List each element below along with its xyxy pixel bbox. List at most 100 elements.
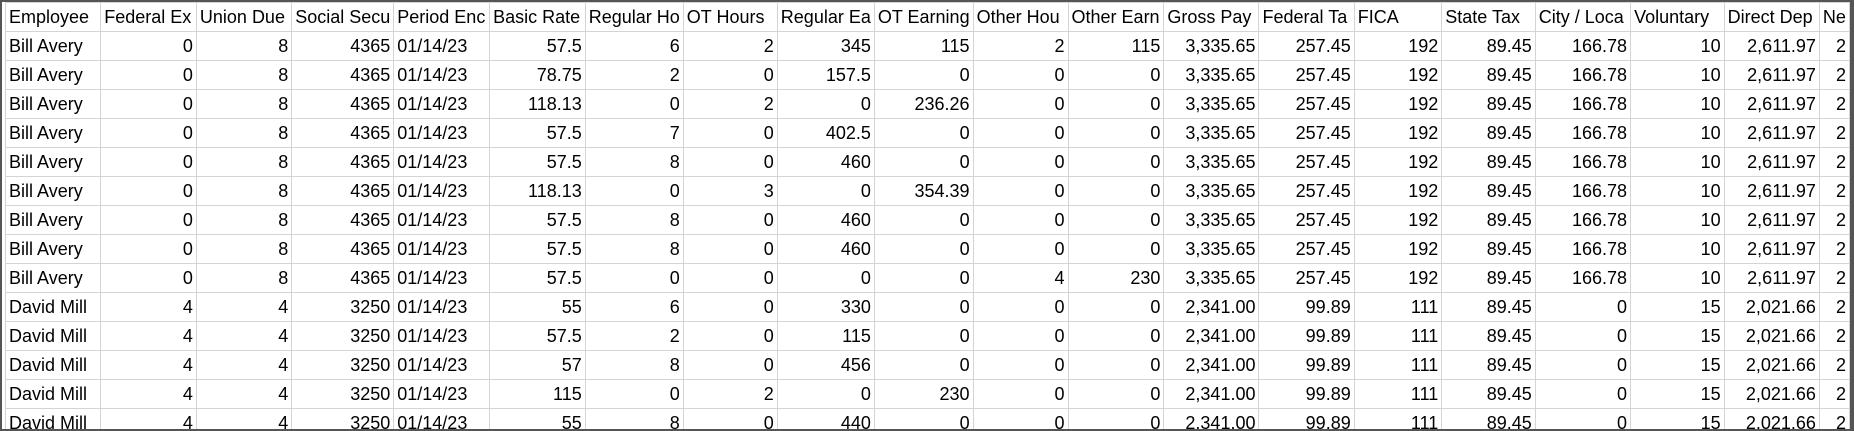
cell[interactable]: 2 bbox=[1818, 89, 1850, 119]
cell[interactable]: 01/14/23 bbox=[393, 263, 491, 293]
cell[interactable]: 89.45 bbox=[1441, 350, 1536, 380]
cell[interactable]: 2 bbox=[1818, 263, 1850, 293]
cell[interactable]: 0 bbox=[100, 263, 197, 293]
cell[interactable]: 8 bbox=[195, 176, 293, 206]
cell[interactable]: David Mill bbox=[4, 292, 102, 322]
cell[interactable]: 2,341.00 bbox=[1163, 321, 1260, 351]
cell[interactable]: 0 bbox=[972, 408, 1069, 429]
cell[interactable]: 89.45 bbox=[1441, 31, 1536, 61]
cell[interactable]: Bill Avery bbox=[4, 60, 102, 90]
cell[interactable]: Bill Avery bbox=[4, 205, 102, 235]
cell[interactable]: 2,021.66 bbox=[1723, 321, 1820, 351]
cell[interactable]: 0 bbox=[873, 118, 974, 148]
cell[interactable]: 4 bbox=[100, 321, 197, 351]
header-cell[interactable]: Regular Ea bbox=[776, 2, 875, 32]
cell[interactable]: 354.39 bbox=[873, 176, 974, 206]
header-cell[interactable]: Ne bbox=[1818, 2, 1850, 32]
cell[interactable]: 257.45 bbox=[1258, 118, 1355, 148]
cell[interactable]: 0 bbox=[972, 60, 1069, 90]
cell[interactable]: 89.45 bbox=[1441, 60, 1536, 90]
cell[interactable]: 0 bbox=[682, 60, 778, 90]
cell[interactable]: 4 bbox=[972, 263, 1069, 293]
cell[interactable]: 440 bbox=[776, 408, 875, 429]
cell[interactable]: 0 bbox=[584, 263, 684, 293]
cell[interactable]: 10 bbox=[1630, 31, 1725, 61]
cell[interactable]: 0 bbox=[100, 205, 197, 235]
cell[interactable]: 0 bbox=[1534, 350, 1632, 380]
cell[interactable]: 3,335.65 bbox=[1163, 89, 1260, 119]
cell[interactable]: 0 bbox=[1067, 379, 1165, 409]
cell[interactable]: 8 bbox=[584, 234, 684, 264]
cell[interactable]: 57 bbox=[489, 350, 586, 380]
cell[interactable]: 10 bbox=[1630, 176, 1725, 206]
cell[interactable]: 4 bbox=[195, 379, 293, 409]
cell[interactable]: Bill Avery bbox=[4, 89, 102, 119]
cell[interactable]: 0 bbox=[682, 118, 778, 148]
cell[interactable]: 15 bbox=[1630, 350, 1725, 380]
cell[interactable]: 0 bbox=[972, 292, 1069, 322]
cell[interactable]: 01/14/23 bbox=[393, 89, 491, 119]
cell[interactable]: 89.45 bbox=[1441, 321, 1536, 351]
cell[interactable]: 2,021.66 bbox=[1723, 408, 1820, 429]
cell[interactable]: 192 bbox=[1353, 118, 1443, 148]
cell[interactable]: 192 bbox=[1353, 89, 1443, 119]
cell[interactable]: David Mill bbox=[4, 350, 102, 380]
header-cell[interactable]: Other Hou bbox=[972, 2, 1069, 32]
cell[interactable]: 89.45 bbox=[1441, 263, 1536, 293]
cell[interactable]: 4 bbox=[100, 350, 197, 380]
cell[interactable]: 2 bbox=[1818, 321, 1850, 351]
cell[interactable]: 57.5 bbox=[489, 205, 586, 235]
cell[interactable]: 8 bbox=[195, 263, 293, 293]
cell[interactable]: 2 bbox=[1818, 350, 1850, 380]
cell[interactable]: 7 bbox=[584, 118, 684, 148]
cell[interactable]: 01/14/23 bbox=[393, 31, 491, 61]
cell[interactable]: 0 bbox=[1067, 60, 1165, 90]
cell[interactable]: 2 bbox=[1818, 176, 1850, 206]
cell[interactable]: 3250 bbox=[291, 379, 395, 409]
cell[interactable]: 6 bbox=[584, 31, 684, 61]
cell[interactable]: 115 bbox=[1067, 31, 1165, 61]
cell[interactable]: 230 bbox=[1067, 263, 1165, 293]
cell[interactable]: 2 bbox=[1818, 118, 1850, 148]
cell[interactable]: 0 bbox=[972, 321, 1069, 351]
cell[interactable]: David Mill bbox=[4, 379, 102, 409]
cell[interactable]: 15 bbox=[1630, 379, 1725, 409]
cell[interactable]: 0 bbox=[873, 60, 974, 90]
cell[interactable]: 111 bbox=[1353, 321, 1443, 351]
cell[interactable]: 2 bbox=[1818, 234, 1850, 264]
cell[interactable]: 4 bbox=[195, 321, 293, 351]
cell[interactable]: 2,021.66 bbox=[1723, 379, 1820, 409]
cell[interactable]: 111 bbox=[1353, 350, 1443, 380]
header-cell[interactable]: FICA bbox=[1353, 2, 1443, 32]
cell[interactable]: 2,611.97 bbox=[1723, 234, 1820, 264]
cell[interactable]: 460 bbox=[776, 147, 875, 177]
cell[interactable]: 99.89 bbox=[1258, 350, 1355, 380]
cell[interactable]: Bill Avery bbox=[4, 234, 102, 264]
cell[interactable]: 99.89 bbox=[1258, 292, 1355, 322]
cell[interactable]: 2,611.97 bbox=[1723, 205, 1820, 235]
header-cell[interactable]: Voluntary bbox=[1630, 2, 1725, 32]
cell[interactable]: 0 bbox=[1067, 408, 1165, 429]
cell[interactable]: 15 bbox=[1630, 292, 1725, 322]
cell[interactable]: 166.78 bbox=[1534, 176, 1632, 206]
header-cell[interactable]: Direct Dep bbox=[1723, 2, 1820, 32]
cell[interactable]: 4 bbox=[195, 292, 293, 322]
cell[interactable]: 4 bbox=[195, 408, 293, 429]
cell[interactable]: 166.78 bbox=[1534, 205, 1632, 235]
cell[interactable]: 2,611.97 bbox=[1723, 60, 1820, 90]
cell[interactable]: 166.78 bbox=[1534, 31, 1632, 61]
cell[interactable]: 8 bbox=[195, 205, 293, 235]
cell[interactable]: 2,021.66 bbox=[1723, 350, 1820, 380]
cell[interactable]: Bill Avery bbox=[4, 31, 102, 61]
cell[interactable]: 3,335.65 bbox=[1163, 31, 1260, 61]
cell[interactable]: 257.45 bbox=[1258, 89, 1355, 119]
cell[interactable]: 4 bbox=[100, 408, 197, 429]
cell[interactable]: 99.89 bbox=[1258, 379, 1355, 409]
cell[interactable]: 257.45 bbox=[1258, 263, 1355, 293]
cell[interactable]: 2 bbox=[682, 89, 778, 119]
cell[interactable]: 57.5 bbox=[489, 263, 586, 293]
cell[interactable]: 166.78 bbox=[1534, 234, 1632, 264]
cell[interactable]: 3 bbox=[682, 176, 778, 206]
cell[interactable]: 3,335.65 bbox=[1163, 263, 1260, 293]
cell[interactable]: 0 bbox=[1067, 205, 1165, 235]
